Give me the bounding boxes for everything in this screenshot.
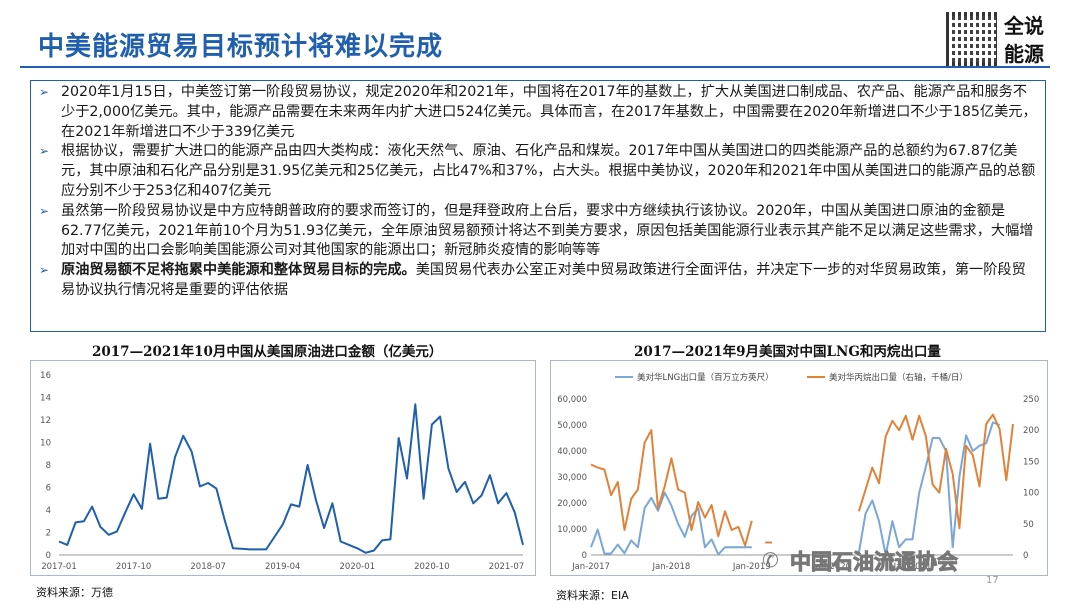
lng-series-line: [857, 421, 1000, 556]
watermark-text: 中国石油流通协会: [790, 550, 959, 575]
brand-logo-text: 全说能源: [1004, 14, 1044, 66]
x-tick-label: 2021-07: [489, 562, 525, 572]
y-tick-label: 2: [46, 529, 51, 539]
arrow-bullet-icon: ➢: [39, 85, 50, 99]
left-y-tick-label: 30,000: [557, 473, 587, 483]
crude-import-series-line: [58, 403, 524, 554]
y-tick-label: 6: [46, 484, 51, 494]
y-tick-label: 12: [40, 416, 51, 426]
y-tick-label: 8: [46, 461, 51, 471]
right-y-tick-label: 0: [1023, 551, 1028, 561]
propane-series-line: [590, 429, 753, 547]
bullet-text: 2020年1月15日，中美签订第一阶段贸易协议，规定2020年和2021年，中国…: [61, 84, 1037, 140]
x-tick-label: 2019-04: [265, 562, 301, 572]
page-number: 17: [986, 575, 999, 586]
arrow-bullet-icon: ➢: [39, 203, 50, 218]
y-tick-label: 4: [46, 506, 51, 516]
page-title: 中美能源贸易目标预计将难以完成: [38, 32, 444, 62]
x-tick-label: Jan-2018: [651, 562, 690, 572]
x-tick-label: Jan-2019: [732, 562, 771, 572]
x-tick-label: 2020-10: [414, 562, 450, 572]
chart1-panel: 0 2 4 6 8 10 12 14 16 2017-01 2017-10 2018-07 2019-0…: [30, 360, 536, 576]
y-tick-label: 16: [40, 371, 51, 381]
propane-series-line: [857, 413, 1014, 530]
x-tick-label: 2017-10: [116, 562, 152, 572]
y-tick-label: 10: [40, 439, 51, 449]
bullet-point: ➢ 虽然第一阶段贸易协议是中方应特朗普政府的要求而签订的，但是拜登政府上台后，要…: [39, 202, 1037, 261]
legend-label: 美对华丙烷出口量（右轴，千桶/日）: [829, 372, 968, 383]
qr-code-icon: [946, 12, 1000, 66]
x-tick-label: 2018-07: [190, 562, 226, 572]
bullet-point: ➢ 根据协议，需要扩大进口的能源产品由四大类构成：液化天然气、原油、石化产品和煤…: [39, 142, 1037, 201]
right-y-tick-label: 200: [1023, 426, 1039, 436]
left-y-tick-label: 20,000: [557, 499, 587, 509]
lng-series-line: [590, 491, 752, 556]
x-tick-label: 2020-01: [340, 562, 376, 572]
bullet-text: 根据协议，需要扩大进口的能源产品由四大类构成：液化天然气、原油、石化产品和煤炭。…: [61, 143, 1036, 199]
chart2-source: 资料来源：EIA: [556, 589, 629, 602]
y-tick-label: 0: [46, 551, 51, 561]
lng-propane-chart: 0 10,000 20,000 30,000 40,000 50,000 60,000 0 50…: [557, 372, 1039, 572]
left-y-tick-label: 50,000: [557, 421, 587, 431]
x-tick-label: Jan-2020: [812, 562, 851, 572]
legend-label: 美对华LNG出口量（百万立方英尺）: [637, 372, 774, 383]
left-y-tick-label: 10,000: [557, 525, 587, 535]
arrow-bullet-icon: ➢: [39, 263, 50, 278]
right-y-tick-label: 100: [1023, 489, 1039, 499]
crude-import-chart: 0 2 4 6 8 10 12 14 16 2017-01 2017-10 2018-07 2019-0…: [40, 371, 525, 572]
chart2-title: 2017—2021年9月美国对中国LNG和丙烷出口量: [634, 344, 941, 360]
x-tick-label: Jan-2017: [571, 562, 610, 572]
right-y-tick-label: 150: [1023, 457, 1039, 467]
arrow-bullet-icon: ➢: [39, 144, 50, 159]
title-divider: [20, 66, 1050, 68]
bullet-point: ➢ 原油贸易额不足将拖累中美能源和整体贸易目标的完成。美国贸易代表办公室正对美中…: [39, 261, 1037, 301]
brand-logo: 全说能源: [946, 12, 1048, 70]
left-y-tick-label: 0: [582, 551, 587, 561]
bullet-text: 虽然第一阶段贸易协议是中方应特朗普政府的要求而签订的，但是拜登政府上台后，要求中…: [61, 202, 1034, 259]
right-y-tick-label: 50: [1023, 520, 1034, 530]
bullet-text: 美国贸易代表办公室正对美中贸易政策进行全面评估，并决定下一步的对华贸易政策，第一…: [61, 262, 1026, 298]
y-tick-label: 14: [40, 394, 51, 404]
wechat-icon: ✆: [762, 548, 779, 572]
x-tick-label: 2017-01: [41, 562, 77, 572]
left-y-tick-label: 60,000: [557, 395, 587, 405]
x-tick-label: Jan-2021: [893, 562, 932, 572]
left-y-tick-label: 40,000: [557, 447, 587, 457]
summary-text-box: ➢ 2020年1月15日，中美签订第一阶段贸易协议，规定2020年和2021年，…: [30, 80, 1046, 332]
chart2-panel: 0 10,000 20,000 30,000 40,000 50,000 60,000 0 50…: [550, 360, 1048, 576]
chart1-title: 2017—2021年10月中国从美国原油进口金额（亿美元）: [92, 344, 443, 360]
bullet-point: ➢ 2020年1月15日，中美签订第一阶段贸易协议，规定2020年和2021年，…: [39, 83, 1037, 142]
chart1-source: 资料来源：万德: [36, 586, 113, 599]
bullet-bold-text: 原油贸易额不足将拖累中美能源和整体贸易目标的完成。: [61, 262, 416, 279]
right-y-tick-label: 250: [1023, 395, 1039, 405]
